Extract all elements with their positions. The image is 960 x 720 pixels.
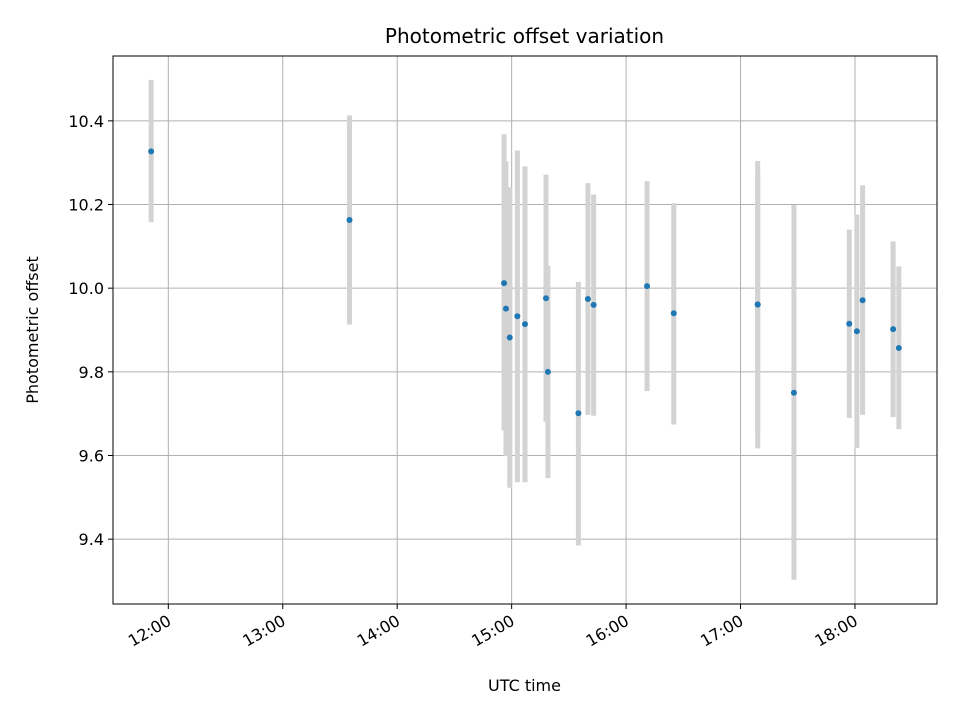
y-tick-label: 9.8	[79, 363, 104, 382]
data-point	[502, 305, 509, 312]
data-point	[346, 216, 353, 223]
plot-frame	[112, 55, 938, 605]
data-point	[754, 301, 761, 308]
data-point	[148, 148, 155, 155]
data-point	[670, 310, 677, 317]
data-point	[506, 334, 513, 341]
data-point	[790, 389, 797, 396]
data-point	[853, 328, 860, 335]
data-point	[859, 297, 866, 304]
data-point	[542, 295, 549, 302]
y-tick-label: 9.6	[79, 446, 104, 465]
data-point	[544, 368, 551, 375]
y-tick-label: 10.0	[68, 279, 104, 298]
chart-title: Photometric offset variation	[385, 24, 664, 48]
y-axis-label: Photometric offset	[23, 256, 42, 404]
data-point	[501, 280, 508, 287]
data-point	[575, 410, 582, 417]
data-point	[584, 296, 591, 303]
y-tick-label: 10.2	[68, 196, 104, 215]
data-point	[895, 344, 902, 351]
data-point	[590, 301, 597, 308]
y-tick-label: 9.4	[79, 530, 104, 549]
data-point	[890, 326, 897, 333]
y-axis-ticks: 9.4 9.6 9.8 10.0 10.2 10.4	[68, 112, 113, 549]
data-point	[522, 321, 528, 328]
data-point	[644, 283, 651, 290]
data-point	[846, 320, 853, 327]
data-points	[148, 148, 902, 417]
y-tick-label: 10.4	[68, 112, 104, 131]
x-axis-label: UTC time	[488, 676, 561, 695]
data-point	[514, 313, 521, 320]
